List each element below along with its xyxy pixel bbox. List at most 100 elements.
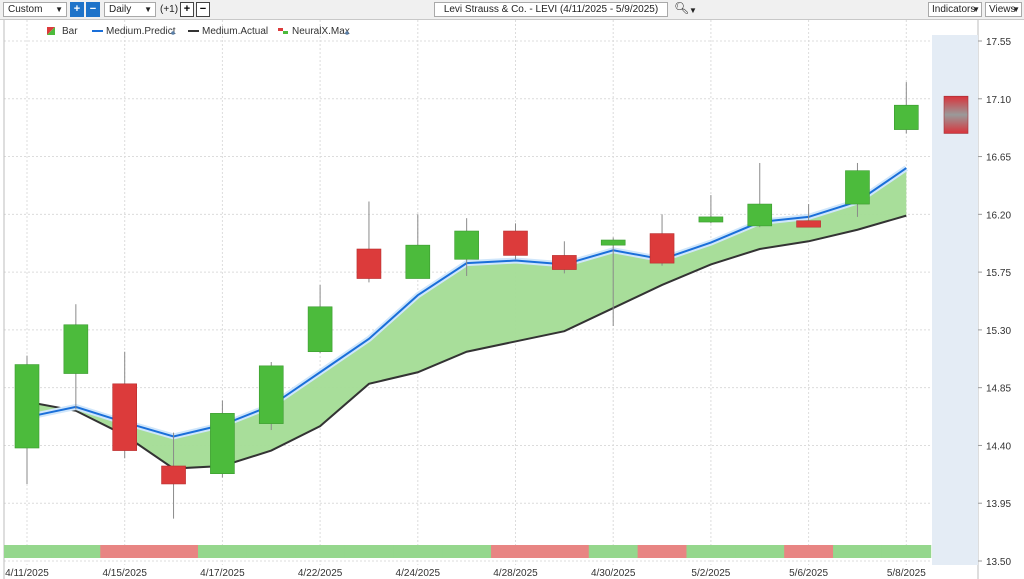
views-button[interactable]: Views ▼	[985, 2, 1022, 17]
x-tick-label: 4/30/2025	[591, 568, 636, 579]
x-tick-label: 5/6/2025	[789, 568, 828, 579]
candle	[796, 204, 821, 228]
candle	[63, 304, 89, 410]
interval-select[interactable]: Daily ▼	[104, 2, 156, 17]
band-segment	[491, 545, 541, 558]
band-segment	[246, 545, 297, 558]
y-tick-label: 15.75	[986, 268, 1011, 279]
candle-body	[63, 324, 89, 374]
chevron-down-icon: ▼	[144, 5, 152, 14]
candle	[307, 284, 333, 353]
legend: Bar Medium.Predict Medium.Actual NeuralX…	[47, 26, 350, 37]
legend-label-bar: Bar	[62, 26, 78, 37]
forecast-candle-group	[943, 95, 969, 134]
candle-body	[112, 383, 137, 451]
legend-item-bar[interactable]: Bar	[47, 26, 78, 37]
band-segment	[588, 545, 639, 558]
candle-body	[503, 230, 528, 256]
candle-body	[893, 104, 919, 130]
signal-band	[4, 545, 932, 558]
candle	[893, 82, 919, 134]
search-icon[interactable]: 🔍︎	[674, 1, 690, 15]
search-dropdown-icon[interactable]: ▼	[689, 6, 697, 15]
x-tick-label: 4/15/2025	[102, 568, 147, 579]
y-tick-label: 15.30	[986, 326, 1011, 337]
candle	[161, 432, 186, 519]
candle	[503, 223, 528, 260]
band-segment	[686, 545, 736, 558]
settings-dot-icon[interactable]	[345, 31, 349, 35]
indicators-button[interactable]: Indicators ▼	[928, 2, 982, 17]
candle	[14, 355, 40, 484]
zoom-out-button[interactable]: −	[86, 2, 100, 17]
symbol-title-box[interactable]: Levi Strauss & Co. - LEVI (4/11/2025 - 5…	[434, 2, 668, 17]
chevron-down-icon: ▼	[55, 5, 63, 14]
band-segment	[539, 545, 590, 558]
candle	[356, 201, 382, 283]
offset-decrease-button[interactable]: −	[196, 2, 210, 17]
settings-dot-icon[interactable]	[171, 31, 175, 35]
band-segment	[784, 545, 834, 558]
candle-body	[649, 233, 675, 264]
band-segment	[295, 545, 346, 558]
candle-body	[454, 230, 479, 260]
forecast-candle	[943, 95, 969, 134]
candle	[258, 361, 284, 431]
x-tick-label: 5/8/2025	[887, 568, 926, 579]
y-tick-label: 14.40	[986, 441, 1011, 452]
y-tick-label: 16.20	[986, 210, 1011, 221]
candle	[747, 162, 773, 228]
period-select[interactable]: Custom ▼	[3, 2, 67, 17]
band-segment	[51, 545, 101, 558]
band-segment	[149, 545, 199, 558]
candle-body	[14, 364, 40, 449]
legend-item-neuralx-max[interactable]: NeuralX.Max	[278, 26, 350, 37]
candle	[845, 162, 870, 217]
band-segment	[100, 545, 150, 558]
candle	[600, 237, 626, 327]
x-tick-label: 4/22/2025	[298, 568, 343, 579]
y-tick-label: 13.95	[986, 499, 1011, 510]
legend-item-medium-predict[interactable]: Medium.Predict	[92, 26, 176, 37]
candle	[405, 214, 431, 279]
y-axis: 17.55 17.10 16.65 16.20 15.75 15.30 14.85 14.40…	[978, 37, 1011, 568]
candle	[698, 195, 724, 224]
y-tick-label: 16.65	[986, 153, 1011, 164]
candle	[552, 241, 577, 274]
x-tick-label: 4/17/2025	[200, 568, 245, 579]
candle-body	[161, 465, 186, 485]
legend-item-medium-actual[interactable]: Medium.Actual	[188, 26, 268, 37]
candle-body	[258, 365, 284, 424]
legend-label-neuralx: NeuralX.Max	[292, 26, 350, 37]
offset-increase-button[interactable]: +	[180, 2, 194, 17]
candle-body	[698, 216, 724, 223]
candle-body	[747, 203, 773, 227]
predict-actual-fill	[27, 168, 907, 469]
x-tick-label: 4/24/2025	[396, 568, 441, 579]
candle	[112, 351, 137, 459]
y-tick-label: 14.85	[986, 384, 1011, 395]
candle-body	[356, 248, 382, 279]
band-segment	[197, 545, 248, 558]
x-tick-label: 4/11/2025	[5, 568, 49, 579]
band-segment	[393, 545, 443, 558]
legend-label-predict: Medium.Predict	[106, 26, 176, 37]
band-segment	[4, 545, 52, 558]
symbol-title: Levi Strauss & Co. - LEVI (4/11/2025 - 5…	[443, 4, 659, 15]
price-chart[interactable]: 17.55 17.10 16.65 16.20 15.75 15.30 14.85 14.40…	[0, 20, 1024, 579]
candles	[14, 82, 919, 519]
candle-body	[552, 255, 577, 270]
x-axis: 4/11/2025 4/15/2025 4/17/2025 4/22/2025 4/24…	[5, 568, 926, 579]
legend-label-actual: Medium.Actual	[202, 26, 268, 37]
candle	[649, 214, 675, 266]
candle-body	[796, 220, 821, 228]
zoom-in-button[interactable]: +	[70, 2, 84, 17]
candle-body	[307, 306, 333, 353]
neuralx-icon	[278, 28, 288, 34]
band-segment	[344, 545, 394, 558]
bar-icon	[47, 27, 55, 35]
band-segment	[442, 545, 492, 558]
chevron-down-icon: ▼	[1012, 5, 1020, 14]
candle-body	[405, 244, 431, 279]
band-segment	[637, 545, 687, 558]
